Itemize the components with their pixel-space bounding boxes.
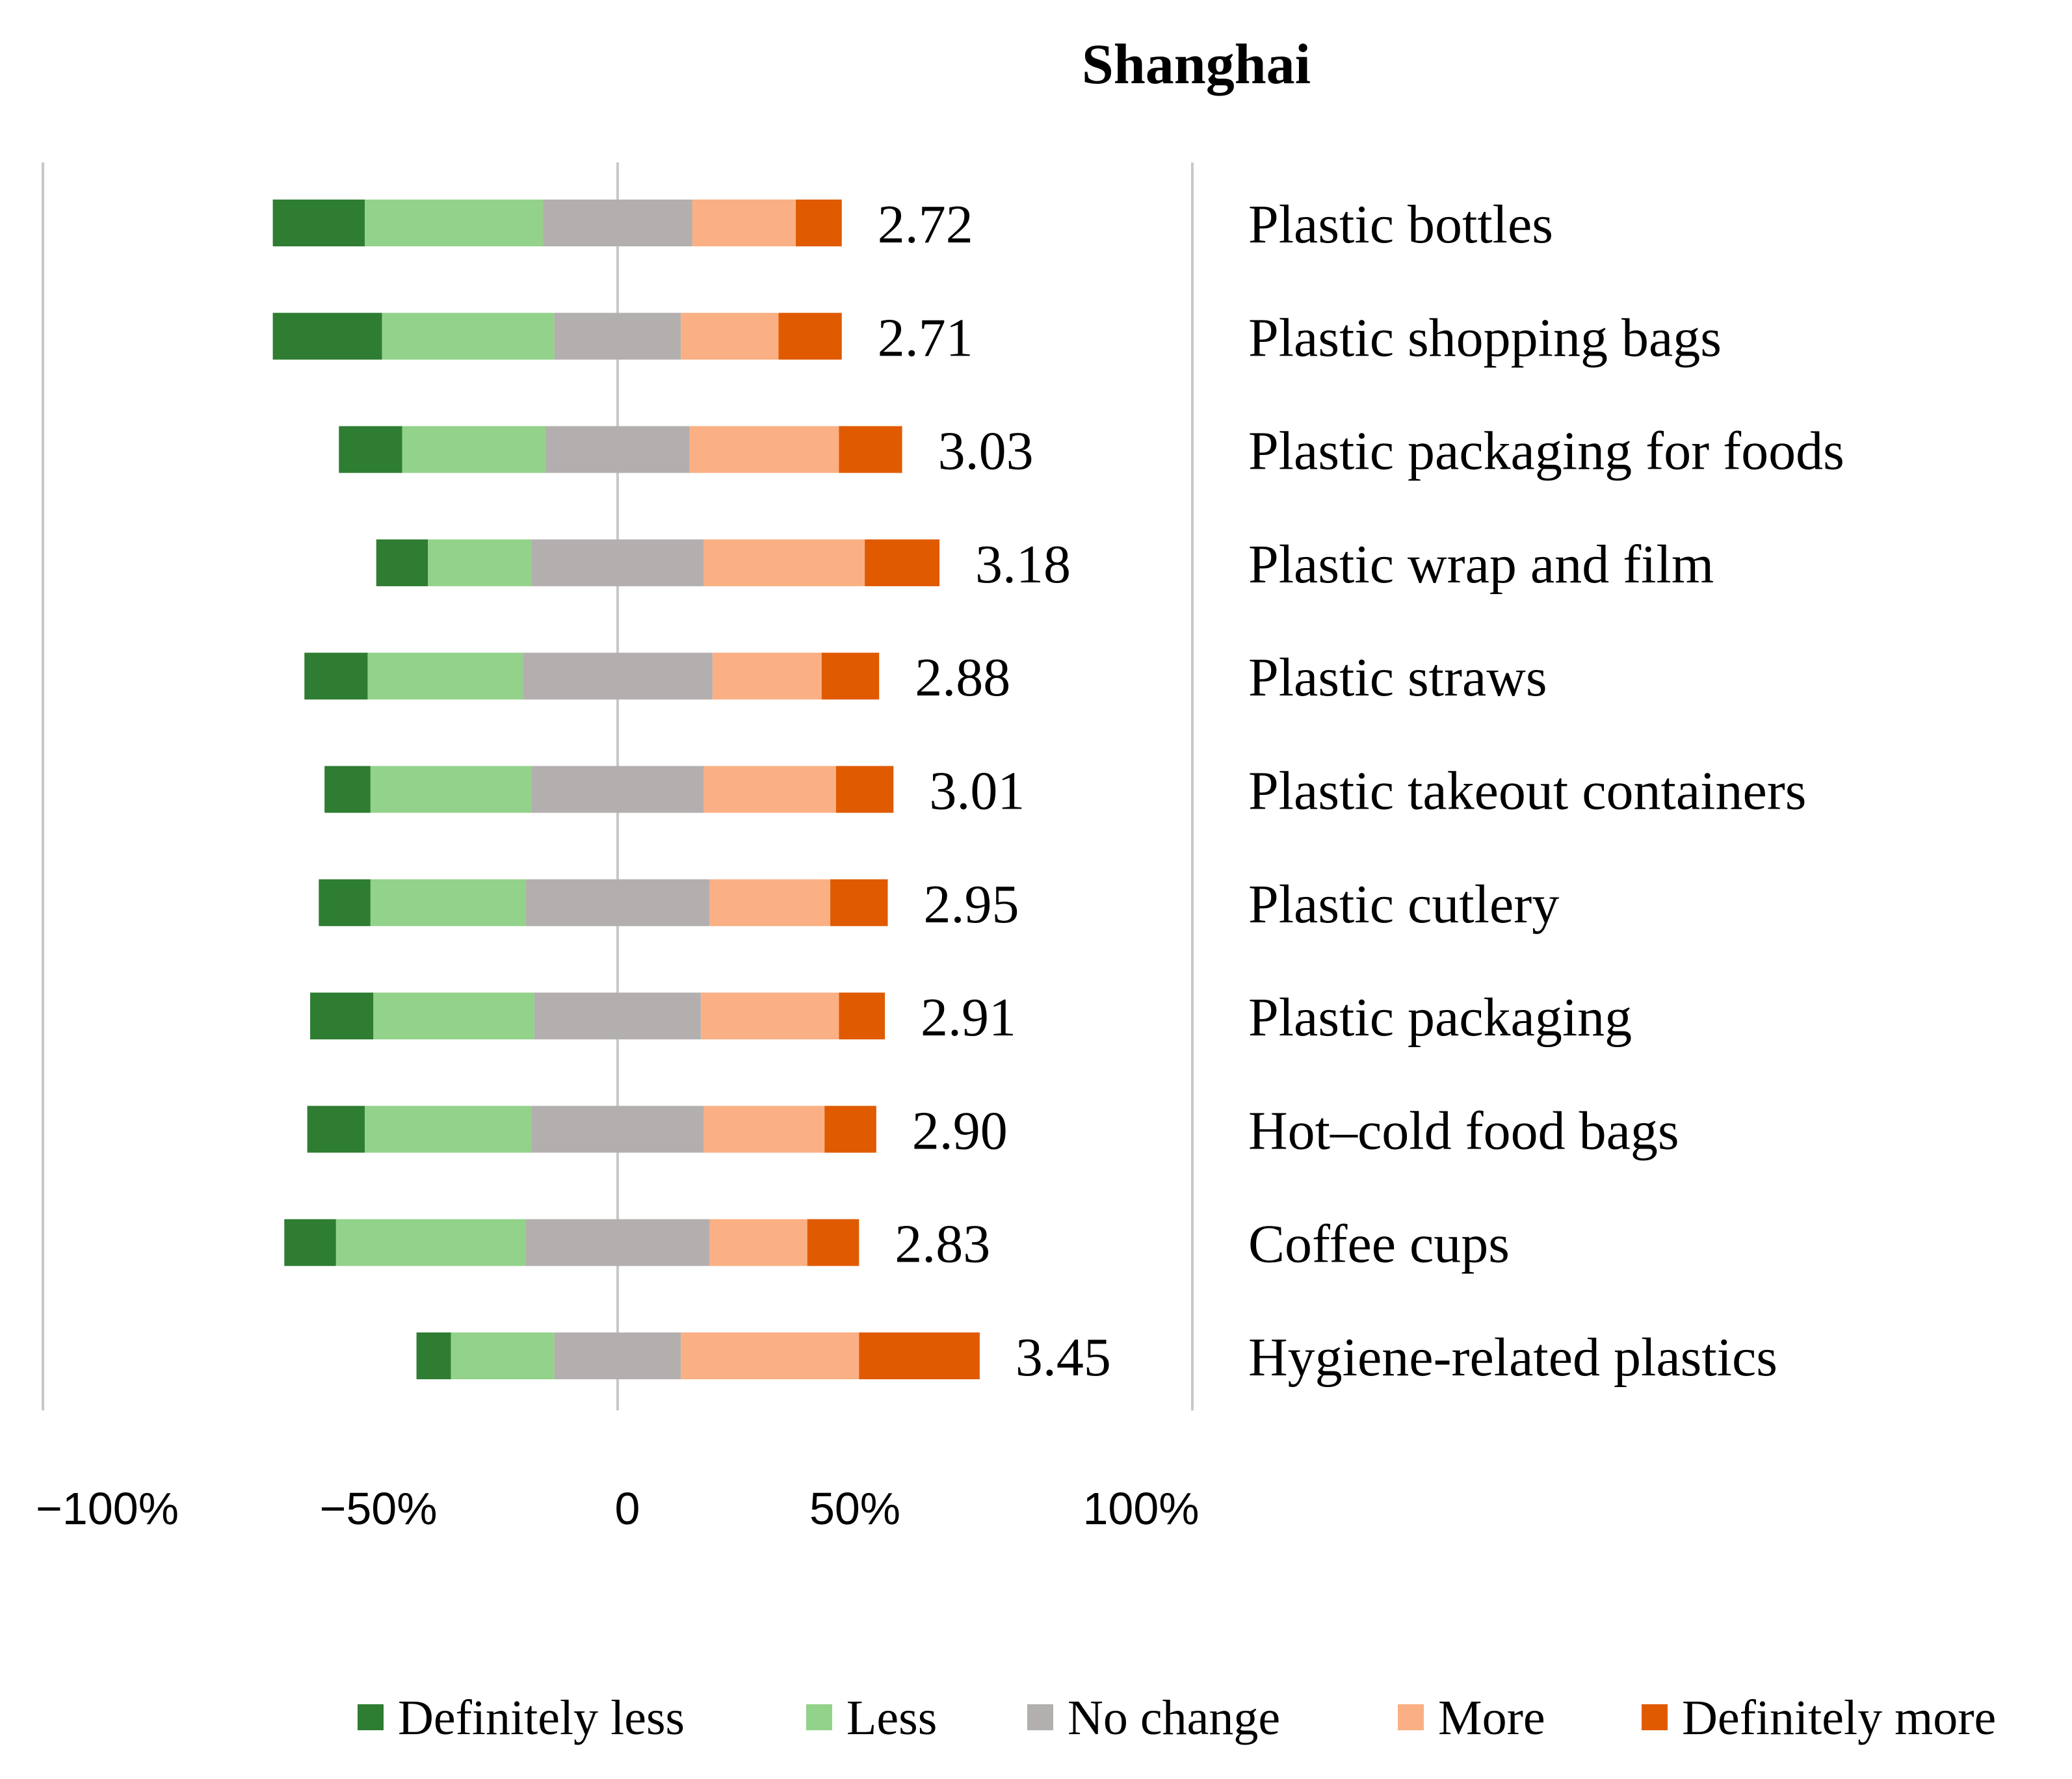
bar-segment-no-change — [531, 539, 704, 586]
bar-segment-no-change — [554, 1332, 681, 1379]
bar-segment-no-change — [523, 653, 713, 700]
bar-segment-definitely-less — [284, 1219, 336, 1266]
bar-segment-definitely-less — [416, 1332, 451, 1379]
bar-segment-no-change — [543, 200, 692, 246]
bar-segment-more — [703, 766, 836, 813]
bar-segment-definitely-more — [839, 993, 885, 1040]
bar-segment-definitely-less — [310, 993, 374, 1040]
bar-segment-more — [709, 1219, 807, 1266]
mean-score-label: 2.83 — [895, 1214, 990, 1275]
bar-segment-less — [373, 993, 534, 1040]
bar-segment-definitely-less — [304, 653, 368, 700]
bar-segment-less — [365, 1106, 532, 1153]
legend-label: Less — [846, 1691, 937, 1745]
bar-segment-more — [712, 653, 822, 700]
bar-segment-no-change — [525, 1219, 710, 1266]
bar-segment-no-change — [531, 766, 704, 813]
bar-segment-definitely-more — [835, 766, 894, 813]
x-axis-tick-labels: −100% −50% 0 50% 100% — [36, 1483, 1199, 1534]
category-label: Hot–cold food bags — [1248, 1100, 1679, 1161]
bar-segment-no-change — [525, 879, 710, 926]
bar-segment-less — [451, 1332, 555, 1379]
bar-segment-more — [703, 539, 865, 586]
x-tick-label: −50% — [320, 1483, 438, 1534]
bar-segment-no-change — [554, 313, 681, 360]
legend-swatch — [806, 1704, 832, 1730]
bar-segment-definitely-less — [324, 766, 371, 813]
category-label: Plastic straws — [1248, 647, 1547, 708]
mean-score-label: 2.91 — [921, 987, 1016, 1048]
bar-segment-less — [335, 1219, 526, 1266]
bar-segment-definitely-less — [376, 539, 428, 586]
x-tick-label: 100% — [1082, 1483, 1199, 1534]
bar-segment-definitely-more — [778, 313, 842, 360]
mean-score-label: 3.01 — [929, 761, 1025, 822]
bar-segment-no-change — [545, 426, 690, 473]
bar-segment-more — [689, 426, 839, 473]
bar-segment-less — [402, 426, 546, 473]
bar-segment-definitely-more — [830, 879, 888, 926]
legend-swatch — [1027, 1704, 1053, 1730]
bar-segment-less — [428, 539, 532, 586]
category-label: Plastic packaging for foods — [1248, 421, 1844, 482]
x-tick-label: 50% — [809, 1483, 900, 1534]
legend-swatch — [1398, 1704, 1424, 1730]
bar-segment-more — [701, 993, 839, 1040]
bar-segment-definitely-more — [824, 1106, 876, 1153]
chart-title: Shanghai — [1082, 33, 1311, 96]
bar-segment-definitely-more — [839, 426, 902, 473]
bar-segment-more — [709, 879, 831, 926]
bar-segment-definitely-more — [796, 200, 842, 246]
category-label: Plastic wrap and film — [1248, 534, 1714, 595]
legend-swatch — [1642, 1704, 1668, 1730]
legend-label: Definitely less — [398, 1691, 685, 1745]
category-label: Hygiene-related plastics — [1248, 1327, 1777, 1388]
bar-segment-definitely-more — [807, 1219, 859, 1266]
category-label: Plastic shopping bags — [1248, 307, 1722, 368]
bars — [272, 200, 980, 1379]
legend-swatch — [358, 1704, 384, 1730]
mean-score-label: 3.45 — [1016, 1327, 1111, 1388]
mean-score-label: 2.72 — [878, 194, 973, 255]
bar-segment-less — [370, 766, 532, 813]
legend: Definitely less Less No change More Definite… — [358, 1691, 1996, 1745]
value-labels: 2.72 2.71 3.03 3.18 2.88 3.01 2.95 2.91 2.90 2.83… — [878, 194, 1111, 1388]
bar-segment-definitely-less — [339, 426, 402, 473]
bar-segment-more — [681, 313, 779, 360]
mean-score-label: 2.71 — [878, 307, 973, 368]
legend-label: Definitely more — [1682, 1691, 1996, 1745]
category-label: Plastic packaging — [1248, 987, 1632, 1048]
mean-score-label: 2.88 — [915, 647, 1010, 708]
category-label: Plastic cutlery — [1248, 874, 1559, 935]
bar-segment-no-change — [534, 993, 702, 1040]
category-label: Plastic bottles — [1248, 194, 1553, 255]
bar-segment-definitely-more — [859, 1332, 980, 1379]
bar-segment-definitely-more — [821, 653, 880, 700]
x-tick-label: −100% — [36, 1483, 179, 1534]
category-label: Coffee cups — [1248, 1214, 1510, 1275]
x-tick-label: 0 — [615, 1483, 640, 1534]
bar-segment-definitely-less — [272, 313, 382, 360]
bar-segment-less — [370, 879, 526, 926]
mean-score-label: 3.18 — [975, 534, 1071, 595]
mean-score-label: 2.90 — [912, 1100, 1008, 1161]
bar-segment-no-change — [531, 1106, 704, 1153]
bar-segment-more — [692, 200, 796, 246]
bar-segment-more — [681, 1332, 859, 1379]
bar-segment-definitely-less — [307, 1106, 365, 1153]
bar-segment-less — [382, 313, 555, 360]
category-labels: Plastic bottles Plastic shopping bags Plas… — [1248, 194, 1844, 1388]
legend-label: No change — [1068, 1691, 1280, 1745]
bar-segment-more — [703, 1106, 825, 1153]
bar-segment-less — [367, 653, 523, 700]
bar-segment-definitely-less — [319, 879, 371, 926]
mean-score-label: 3.03 — [938, 421, 1034, 482]
bar-segment-definitely-more — [865, 539, 940, 586]
bar-segment-definitely-less — [272, 200, 365, 246]
category-label: Plastic takeout containers — [1248, 761, 1806, 822]
legend-label: More — [1438, 1691, 1545, 1745]
bar-segment-less — [365, 200, 544, 246]
mean-score-label: 2.95 — [923, 874, 1019, 935]
